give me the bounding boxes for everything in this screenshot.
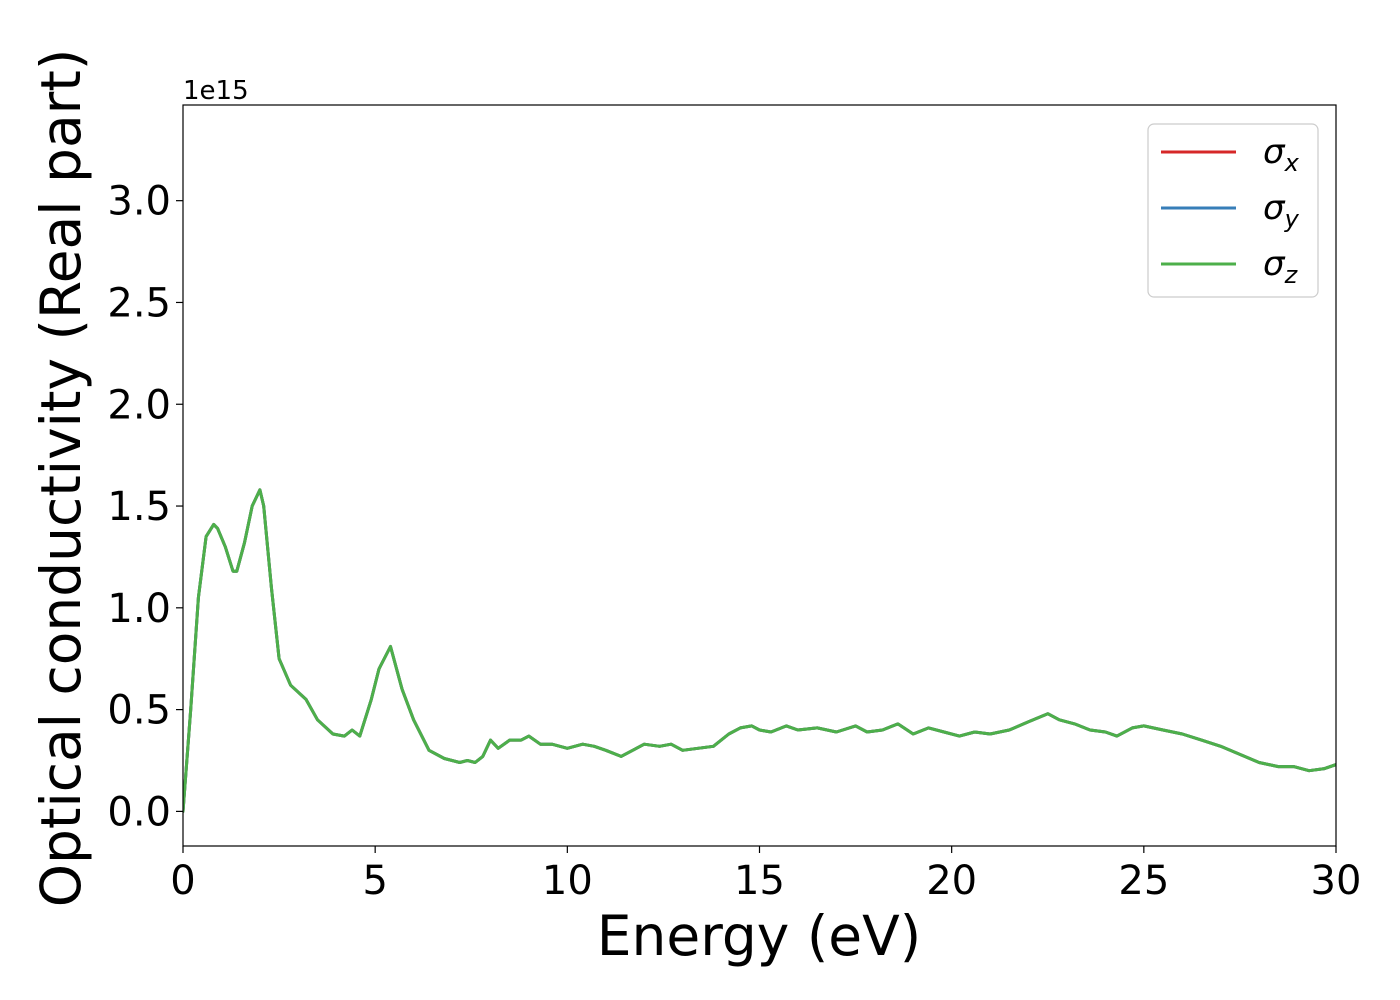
y-axis: 0.0 0.5 1.0 1.5 2.0 2.5 3.0 — [107, 179, 183, 835]
x-axis: 0 5 10 15 20 25 30 — [170, 846, 1361, 904]
y-tick-label: 1.0 — [107, 586, 171, 632]
y-tick-label: 0.5 — [107, 688, 171, 734]
series-line-z — [183, 488, 1336, 813]
x-tick-label: 30 — [1311, 858, 1362, 904]
legend-label-y: σy — [1263, 188, 1300, 233]
series-line-y — [183, 488, 1336, 813]
legend-box — [1147, 123, 1319, 298]
series-line-x — [183, 488, 1336, 813]
x-axis-title: Energy (eV) — [597, 904, 921, 968]
x-tick-label: 25 — [1118, 858, 1169, 904]
x-tick-label: 5 — [362, 858, 387, 904]
x-tick-label: 15 — [734, 858, 785, 904]
y-offset-text: 1e15 — [183, 76, 249, 106]
y-tick-label: 1.5 — [107, 484, 171, 530]
y-tick-label: 3.0 — [107, 179, 171, 225]
legend: σx σy σz — [1147, 123, 1319, 298]
x-tick-label: 10 — [542, 858, 593, 904]
y-tick-label: 0.0 — [107, 789, 171, 835]
y-tick-label: 2.5 — [107, 280, 171, 326]
legend-label-x: σx — [1263, 132, 1300, 177]
x-tick-label: 20 — [926, 858, 977, 904]
y-axis-title: Optical conductivity (Real part) — [29, 49, 93, 908]
x-tick-label: 0 — [170, 858, 195, 904]
y-tick-label: 2.0 — [107, 382, 171, 428]
legend-label-z: σz — [1263, 244, 1299, 289]
series-group — [183, 488, 1336, 813]
